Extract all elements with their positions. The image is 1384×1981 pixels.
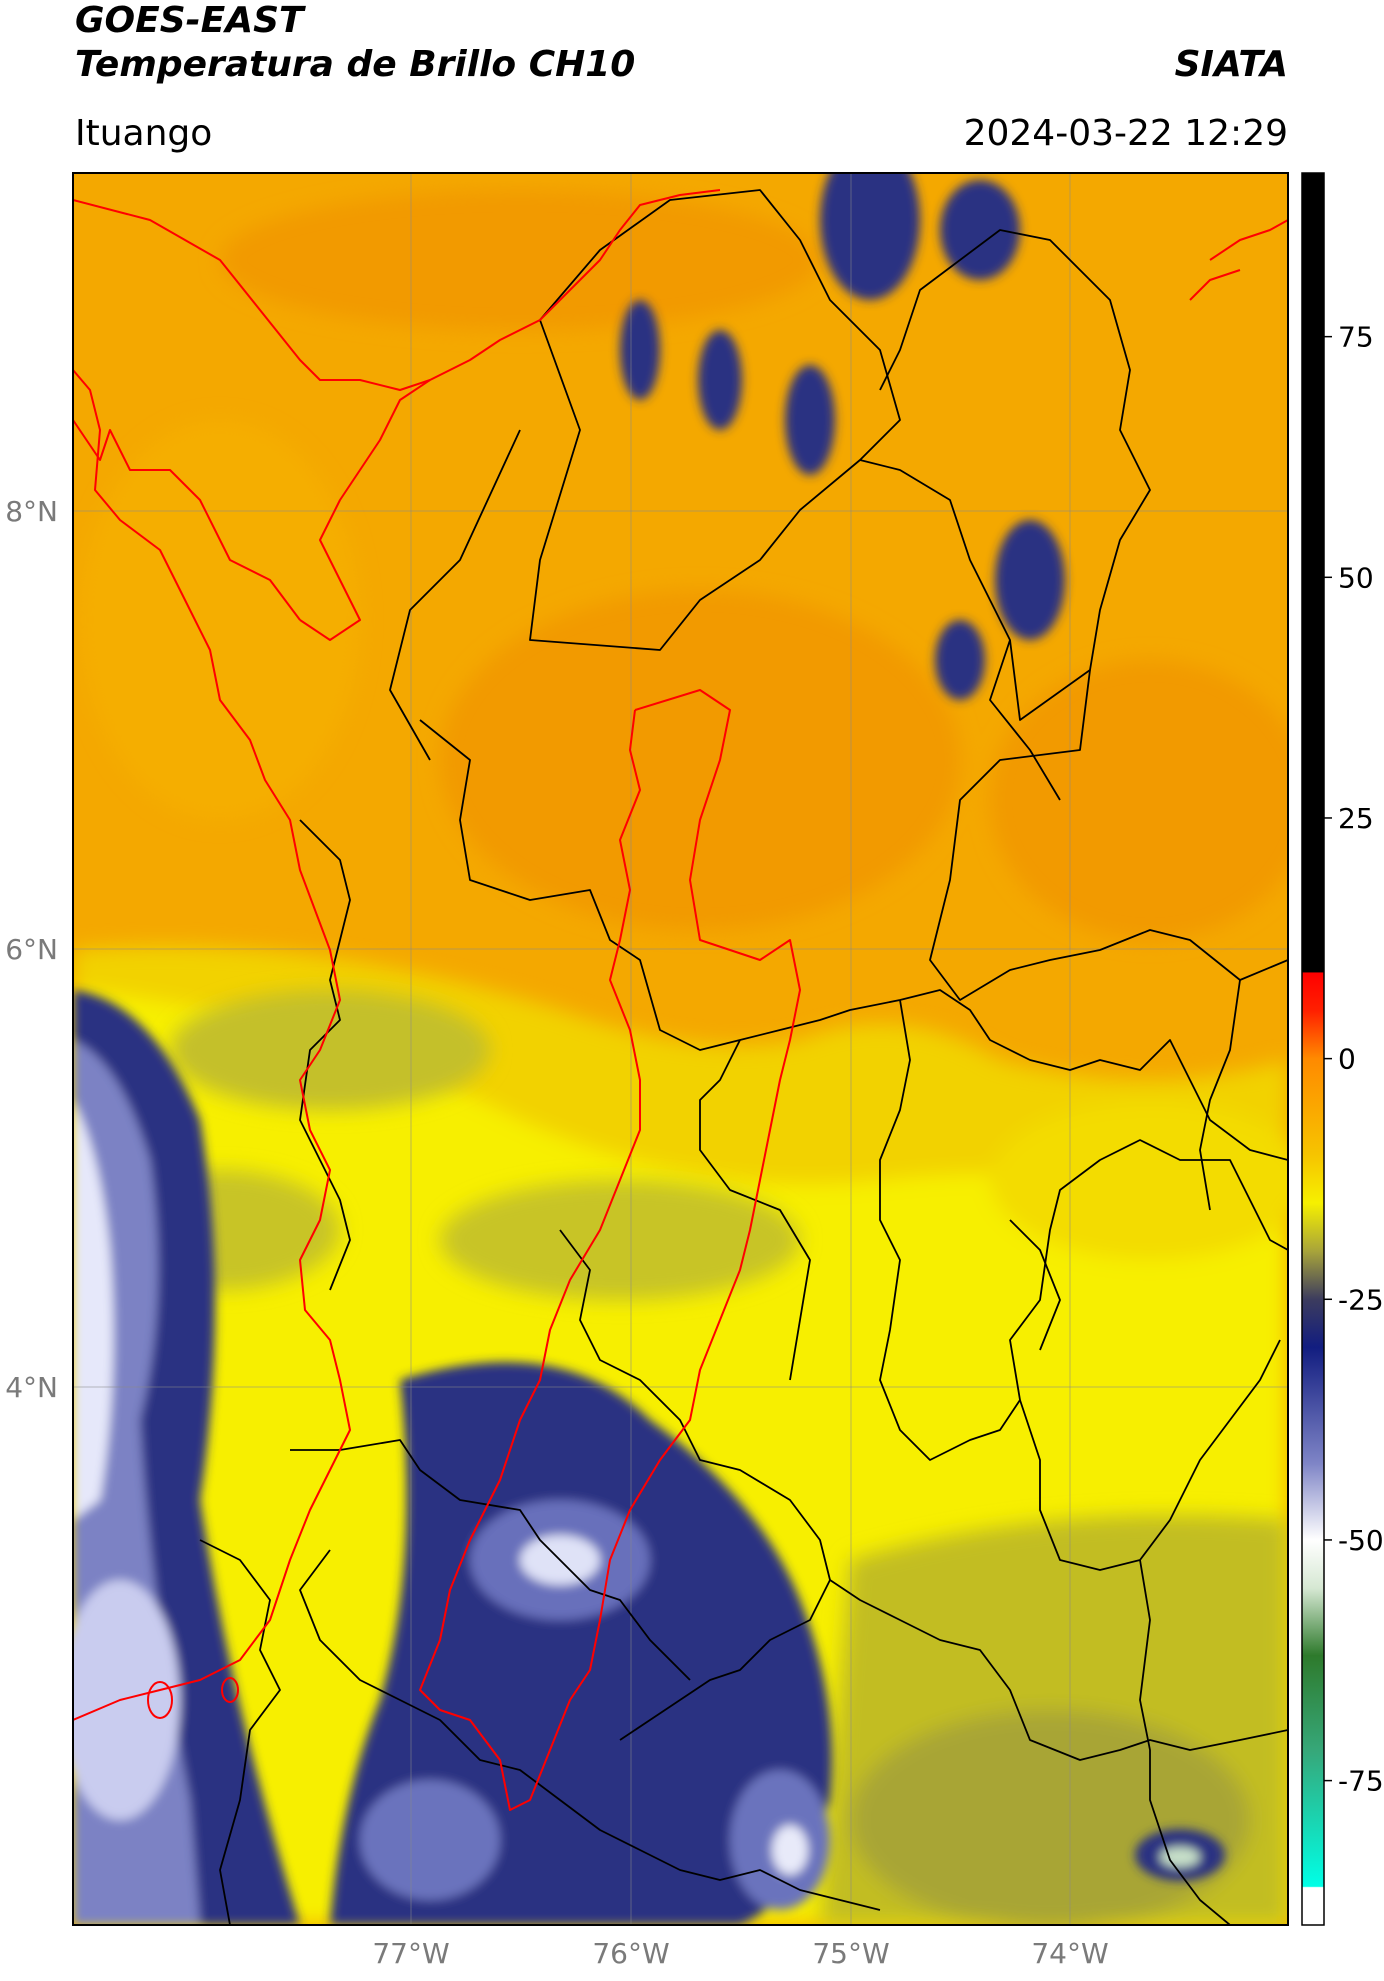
- department-boundary: [559, 1229, 831, 1741]
- department-boundary: [1009, 1219, 1061, 1351]
- lat-label: 4°N: [5, 1371, 58, 1404]
- satellite-title: GOES-EAST: [75, 0, 304, 41]
- longitude-labels: 77°W 76°W 75°W 74°W: [372, 1937, 1108, 1970]
- timestamp-label: 2024-03-22 12:29: [963, 113, 1288, 154]
- colorbar-ticks: 75 50 25 0 -25 -50 -75: [1324, 321, 1384, 1798]
- brightness-temperature-field: [73, 173, 1288, 1925]
- organization-label: SIATA: [1174, 44, 1288, 85]
- lon-label: 74°W: [1031, 1937, 1108, 1970]
- colorbar-tick-label: -50: [1338, 1524, 1384, 1557]
- department-boundary: [829, 1579, 1288, 1761]
- colorbar-tick-label: 75: [1338, 321, 1374, 354]
- country-borders: [73, 189, 1288, 1811]
- admin-boundaries: [199, 189, 1288, 1925]
- department-boundary: [290, 1439, 691, 1681]
- graticule: [73, 173, 1288, 1925]
- lon-label: 75°W: [812, 1937, 889, 1970]
- lon-label: 76°W: [592, 1937, 669, 1970]
- department-boundary: [1139, 1559, 1231, 1925]
- island-outline: [221, 1677, 239, 1703]
- colorbar-tick-label: -75: [1338, 1765, 1384, 1798]
- department-boundary: [199, 1539, 281, 1925]
- region-label: Ituango: [75, 113, 213, 154]
- department-boundary: [879, 999, 1288, 1461]
- venezuela-border: [1189, 269, 1241, 301]
- warm-orange-areas: [80, 190, 1288, 940]
- product-title: Temperatura de Brillo CH10: [75, 44, 636, 85]
- department-boundary: [859, 229, 1151, 721]
- colorbar-bar: [1301, 172, 1325, 1926]
- department-boundary: [389, 429, 521, 761]
- latitude-labels: 8°N 6°N 4°N: [5, 495, 58, 1404]
- department-boundary: [929, 669, 1288, 1001]
- colorbar-tick-label: 50: [1338, 561, 1374, 594]
- colorbar: 75 50 25 0 -25 -50 -75: [1301, 172, 1384, 1926]
- department-boundary: [1199, 979, 1241, 1211]
- study-basin-outline: [419, 689, 801, 1811]
- lat-label: 6°N: [5, 933, 58, 966]
- colorbar-tick-label: -25: [1338, 1283, 1384, 1316]
- colorbar-tick-label: 0: [1338, 1043, 1356, 1076]
- department-boundary: [699, 1039, 811, 1381]
- island-outline: [147, 1681, 173, 1719]
- lon-label: 77°W: [372, 1937, 449, 1970]
- department-boundary: [419, 719, 1288, 1161]
- lat-label: 8°N: [5, 495, 58, 528]
- department-boundary: [989, 639, 1061, 801]
- panama-coast: [73, 419, 301, 621]
- pacific-coastline: [73, 369, 351, 1721]
- panama-colombia-border: [73, 199, 431, 391]
- department-boundary: [299, 1549, 881, 1911]
- map-frame: [72, 172, 1289, 1926]
- colorbar-tick-label: 25: [1338, 802, 1374, 835]
- venezuela-border: [1209, 219, 1288, 261]
